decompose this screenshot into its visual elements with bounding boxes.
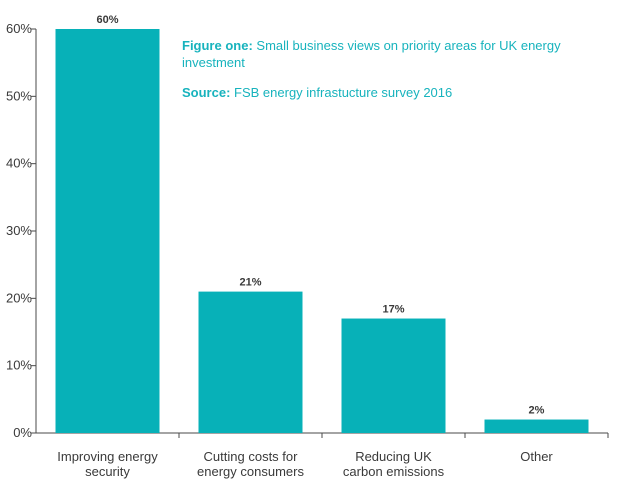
category-label-line: energy consumers [197, 464, 304, 479]
y-tick-label: 0% [13, 425, 32, 440]
bar [198, 291, 303, 433]
bars [55, 29, 589, 433]
figure-label: Figure one: [182, 38, 253, 53]
category-label: Other [520, 449, 553, 464]
category-label: Reducing UK carbon emissions [343, 449, 445, 479]
y-tick-label: 50% [6, 88, 32, 103]
category-label: Improving energy security [57, 449, 158, 479]
y-tick-label: 60% [6, 21, 32, 36]
category-label-line: Other [520, 449, 553, 464]
bar [55, 29, 160, 433]
data-label: 60% [96, 14, 118, 26]
y-tick-label: 10% [6, 358, 32, 373]
data-label: 2% [529, 405, 545, 417]
category-label-line: security [85, 464, 130, 479]
source-label: Source: [182, 85, 231, 100]
y-tick-label: 20% [6, 290, 32, 305]
category-label-line: Cutting costs for [204, 449, 299, 464]
y-tick-label: 30% [6, 223, 32, 238]
category-label-line: carbon emissions [343, 464, 445, 479]
labels: 60% Improving energy security 21% Cutting co… [57, 14, 553, 479]
bar [484, 419, 589, 433]
source-caption: Source: FSB energy infrastucture survey … [182, 84, 582, 101]
category-label-line: Reducing UK [355, 449, 432, 464]
data-label: 21% [239, 277, 261, 289]
category-label-line: Improving energy [57, 449, 158, 464]
category-label: Cutting costs for energy consumers [197, 449, 304, 479]
figure-caption: Figure one: Small business views on prio… [182, 37, 562, 71]
figure-text: Small business views on priority areas f… [182, 38, 561, 70]
source-text: FSB energy infrastucture survey 2016 [234, 85, 453, 100]
y-tick-label: 40% [6, 156, 32, 171]
bar [341, 318, 446, 433]
data-label: 17% [382, 304, 404, 316]
